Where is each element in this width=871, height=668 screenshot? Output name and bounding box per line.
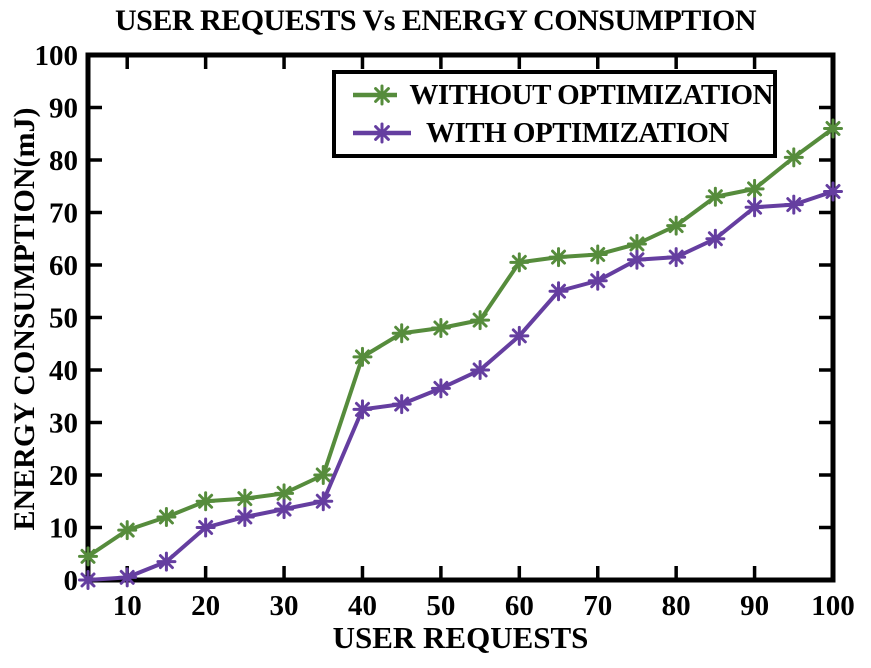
x-tick-label: 50: [426, 590, 455, 622]
asterisk-marker: [195, 491, 216, 512]
y-tick-label: 50: [49, 303, 78, 335]
asterisk-marker: [117, 520, 138, 541]
asterisk-marker: [823, 181, 843, 202]
asterisk-marker: [666, 247, 687, 268]
x-tick-label: 20: [191, 590, 220, 622]
y-tick-label: 90: [49, 93, 78, 125]
y-tick-label: 70: [49, 198, 78, 230]
x-tick-label: 80: [662, 590, 691, 622]
x-tick-label: 60: [505, 590, 534, 622]
y-tick-label: 10: [49, 513, 78, 545]
asterisk-marker: [823, 118, 843, 139]
asterisk-marker: [548, 281, 569, 302]
x-tick-label: 40: [348, 590, 377, 622]
asterisk-marker: [470, 360, 491, 380]
asterisk-marker: [705, 186, 726, 207]
asterisk-marker: [352, 399, 373, 420]
legend: WITHOUT OPTIMIZATION WITH OPTIMIZATION: [332, 70, 777, 158]
legend-line-asterisk-icon: [353, 84, 398, 106]
asterisk-marker: [156, 507, 177, 527]
y-tick-label: 20: [49, 460, 78, 492]
y-tick-label: 80: [49, 145, 78, 177]
asterisk-marker: [666, 215, 687, 236]
asterisk-marker: [509, 325, 530, 346]
asterisk-marker: [626, 234, 647, 254]
asterisk-marker: [509, 252, 530, 273]
asterisk-marker: [783, 147, 804, 168]
asterisk-marker: [587, 270, 608, 291]
asterisk-marker: [783, 194, 804, 215]
legend-label-with-optimization: WITH OPTIMIZATION: [426, 116, 729, 149]
asterisk-marker: [313, 491, 334, 512]
y-tick-label: 100: [35, 40, 79, 72]
asterisk-marker: [470, 310, 491, 331]
y-tick-label: 60: [49, 250, 78, 282]
asterisk-marker: [705, 228, 726, 249]
y-tick-label: 30: [49, 408, 78, 440]
asterisk-marker: [391, 394, 412, 415]
asterisk-marker: [744, 197, 765, 218]
asterisk-marker: [78, 546, 98, 567]
asterisk-marker: [626, 249, 647, 270]
x-tick-label: 90: [740, 590, 769, 622]
asterisk-marker: [234, 507, 255, 527]
legend-line-asterisk-icon: [353, 122, 411, 144]
axes-box: [85, 52, 836, 583]
legend-item-without-optimization: WITHOUT OPTIMIZATION: [350, 76, 773, 114]
asterisk-marker: [313, 465, 334, 485]
asterisk-marker: [78, 570, 98, 590]
asterisk-marker: [156, 551, 177, 572]
series-line-1: [86, 189, 835, 582]
asterisk-marker: [195, 517, 216, 538]
x-tick-label: 100: [811, 590, 855, 622]
x-axis-label: USER REQUESTS: [332, 620, 589, 655]
y-tick-label: 40: [49, 355, 78, 387]
asterisk-marker: [274, 483, 295, 504]
asterisk-marker: [274, 499, 295, 520]
x-tick-label: 30: [270, 590, 299, 622]
asterisk-marker: [391, 323, 412, 344]
y-tick-label: 0: [64, 565, 79, 597]
chart-title: USER REQUESTS Vs ENERGY CONSUMPTION: [115, 4, 756, 37]
asterisk-marker: [234, 488, 255, 509]
asterisk-marker: [430, 318, 451, 338]
x-tick-label: 10: [113, 590, 142, 622]
asterisk-marker: [548, 247, 569, 268]
asterisk-marker: [587, 244, 608, 265]
asterisk-marker: [744, 178, 765, 199]
x-tick-label: 70: [583, 590, 612, 622]
asterisk-marker: [430, 378, 451, 399]
legend-label-without-optimization: WITHOUT OPTIMIZATION: [409, 78, 773, 111]
asterisk-marker: [352, 346, 373, 367]
legend-item-with-optimization: WITH OPTIMIZATION: [350, 114, 773, 152]
asterisk-marker: [117, 567, 138, 588]
